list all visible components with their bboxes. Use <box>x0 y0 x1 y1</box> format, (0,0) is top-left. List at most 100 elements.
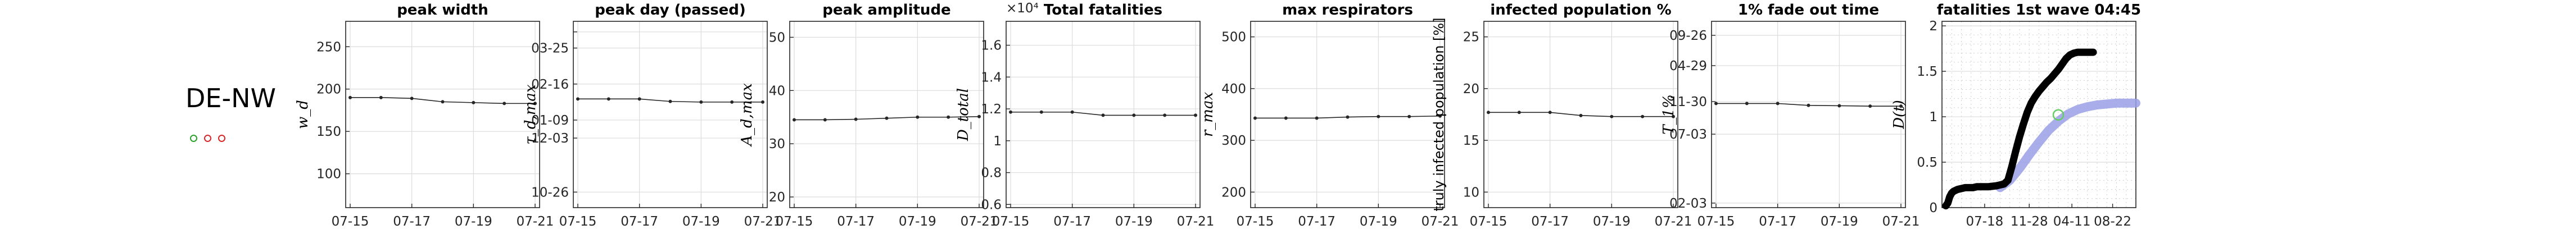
data-point <box>947 115 950 119</box>
data-point <box>730 100 734 104</box>
chart-title: peak amplitude <box>822 2 950 19</box>
y-tick-label: 150 <box>316 125 341 139</box>
data-point <box>1194 113 1197 117</box>
x-tick-label: 07-17 <box>393 214 431 229</box>
x-tick-label: 07-21 <box>744 214 782 229</box>
data-point <box>1837 104 1841 108</box>
data-point <box>885 116 889 120</box>
data-point <box>1253 116 1257 120</box>
data-point <box>379 95 383 99</box>
y-tick-label: 07-03 <box>1669 127 1707 142</box>
data-point <box>1579 113 1583 117</box>
x-tick-label: 04-11 <box>2053 214 2091 229</box>
y-tick-label: 40 <box>769 84 785 98</box>
x-tick-label: 11-28 <box>2011 214 2048 229</box>
status-dot-3 <box>218 135 225 142</box>
x-tick-label: 07-19 <box>1360 214 1397 229</box>
data-point <box>699 100 703 104</box>
chart-panel-1: 100 150 200 250 07-15 07-17 07-19 07-21 peak wid… <box>295 2 554 229</box>
x-tick-label: 08-22 <box>2094 214 2131 229</box>
chart-panel-3: 20 30 40 50 07-15 07-17 07-19 07-21 peak amplitu… <box>739 2 998 229</box>
y-tick-label: 20 <box>1463 82 1479 97</box>
chart-panel-6: 10 15 20 25 07-15 07-17 07-19 07-21 infected pop… <box>1431 2 1692 229</box>
y-tick-label: 02-03 <box>1669 196 1707 211</box>
x-tick-label: 07-21 <box>1421 214 1459 229</box>
y-tick-label: 20 <box>769 190 785 205</box>
x-tick-label: 07-19 <box>1115 214 1153 229</box>
data-point <box>472 100 476 104</box>
status-dot-1 <box>190 135 197 142</box>
y-tick-label: 10 <box>1463 185 1479 200</box>
y-tick-label: 1.4 <box>981 70 1002 85</box>
observed-line <box>1942 48 2097 210</box>
x-tick-label: 07-17 <box>1759 214 1796 229</box>
y-axis-label: T_1% <box>1660 94 1677 135</box>
data-point <box>606 97 610 101</box>
y-tick-label: 25 <box>1463 30 1479 45</box>
chart-panel-4: 0.6 0.8 1 1.2 1.4 1.6 07-15 07-17 07-19 07-21 Tota… <box>955 1 1214 229</box>
y-tick-label: 02-16 <box>531 77 569 92</box>
data-point <box>410 97 414 100</box>
exponent-label: ×10⁴ <box>1006 1 1039 16</box>
x-tick-label: 07-17 <box>1053 214 1091 229</box>
data-point <box>1101 113 1105 117</box>
data-point <box>668 99 672 103</box>
data-point <box>1868 104 1872 108</box>
data-point <box>1377 114 1380 118</box>
chart-title: peak width <box>397 2 488 19</box>
chart-panel-5: 200 300 400 500 07-15 07-17 07-19 07-21 max resp… <box>1199 2 1459 229</box>
y-tick-label: 500 <box>1221 30 1246 45</box>
data-point <box>793 118 796 122</box>
x-tick-label: 07-15 <box>1237 214 1274 229</box>
x-tick-label: 07-17 <box>1298 214 1335 229</box>
x-tick-label: 07-18 <box>1966 214 2003 229</box>
data-point <box>761 100 764 104</box>
chart-title: fatalities 1st wave 04:45 <box>1937 2 2141 19</box>
data-point <box>1776 102 1780 105</box>
plot-frame <box>1941 21 2136 208</box>
x-tick-label: 07-21 <box>1882 214 1920 229</box>
status-dot-2 <box>204 135 211 142</box>
x-tick-label: 07-19 <box>1593 214 1631 229</box>
data-point <box>1745 102 1749 105</box>
data-point <box>1163 113 1167 117</box>
data-point <box>348 95 352 99</box>
data-point <box>576 97 580 101</box>
chart-panel-2: 10-26 12-03 01-09 02-16 03-25 07-15 07-17 07-19… <box>522 2 781 229</box>
x-tick-label: 07-15 <box>332 214 369 229</box>
x-tick-label: 07-19 <box>899 214 936 229</box>
chart-title: Total fatalities <box>1044 2 1162 19</box>
y-tick-label: 0.5 <box>1917 155 1937 170</box>
data-point <box>502 102 506 105</box>
data-point <box>1284 116 1288 120</box>
y-axis-label: r_max <box>1199 92 1216 137</box>
data-point <box>1407 114 1411 118</box>
y-tick-label: 1 <box>993 134 1002 149</box>
x-tick-label: 07-17 <box>1531 214 1569 229</box>
plot-frame <box>345 21 540 208</box>
plot-frame <box>1006 21 1201 208</box>
plot-frame <box>573 21 768 208</box>
y-tick-label: 200 <box>316 82 341 97</box>
data-point <box>1132 113 1136 117</box>
y-tick-label: 1 <box>1929 110 1937 125</box>
chart-panel-8: 0 0.5 1 1.5 2 07-18 11-28 04-11 08-22 fatalities … <box>1891 2 2141 229</box>
data-point <box>1610 114 1614 118</box>
y-tick-label: 2 <box>1929 19 1937 34</box>
y-tick-label: 1.6 <box>981 39 1002 53</box>
chart-panel-7: 02-03 07-03 11-30 04-29 09-26 07-15 07-17 07-19… <box>1660 2 1919 229</box>
data-point <box>823 118 827 122</box>
region-label: DE-NW <box>185 83 276 113</box>
x-tick-label: 07-21 <box>1177 214 1215 229</box>
y-axis-label: D(t) <box>1891 100 1908 130</box>
y-tick-label: 30 <box>769 137 785 152</box>
data-point <box>1714 102 1718 105</box>
data-point <box>1039 110 1043 114</box>
data-point <box>854 117 858 121</box>
data-point <box>1070 110 1074 114</box>
data-point <box>1487 111 1490 114</box>
y-tick-label: 0 <box>1929 201 1937 215</box>
data-point <box>637 97 641 101</box>
y-tick-label: 0.8 <box>981 166 1002 181</box>
data-point <box>1641 114 1645 118</box>
